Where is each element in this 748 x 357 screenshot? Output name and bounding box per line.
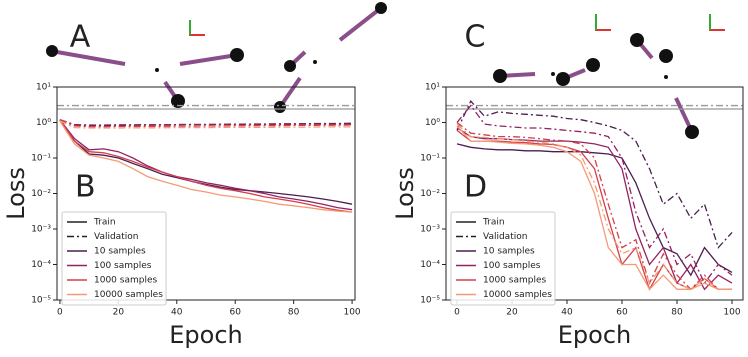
legend-label: 1000 samples bbox=[94, 276, 157, 286]
panel-label: B bbox=[75, 170, 96, 205]
x-tick-label: 0 bbox=[57, 308, 63, 318]
x-tick-label: 20 bbox=[506, 308, 518, 318]
y-tick-label: 10¹ bbox=[36, 83, 51, 93]
loss-line bbox=[59, 120, 353, 213]
y-tick-label: 10⁻¹ bbox=[31, 154, 51, 164]
x-tick-label: 40 bbox=[171, 308, 183, 318]
y-tick-label: 10⁻⁵ bbox=[420, 296, 440, 306]
chart: A B 10¹ 10⁰ 10⁻¹ 10⁻² 10⁻³ 10⁻⁴ 10⁻⁵ 0 20 40 60 80 100… bbox=[2, 20, 361, 350]
legend-label: Validation bbox=[94, 232, 138, 242]
x-tick-label: 60 bbox=[616, 308, 628, 318]
legend-label: 1000 samples bbox=[483, 276, 546, 286]
loss-line bbox=[59, 119, 353, 126]
loss-line bbox=[456, 125, 732, 291]
y-tick-label: 10⁰ bbox=[36, 118, 51, 128]
y-tick-label: 10⁰ bbox=[425, 118, 440, 128]
x-tick-label: 20 bbox=[113, 308, 125, 318]
illustration-right bbox=[493, 14, 725, 139]
loss-line bbox=[456, 99, 733, 249]
legend-label: 100 samples bbox=[94, 261, 152, 271]
loss-line bbox=[456, 121, 732, 291]
loss-line bbox=[456, 104, 733, 285]
legend-box bbox=[61, 211, 167, 306]
y-tick-label: 10⁻⁴ bbox=[420, 260, 440, 270]
illustration-left bbox=[46, 2, 387, 113]
loss-line bbox=[59, 119, 353, 128]
y-axis-label: Loss bbox=[391, 167, 419, 220]
legend-box bbox=[450, 211, 556, 306]
y-tick-label: 10⁻² bbox=[420, 189, 440, 199]
y-axis-label: Loss bbox=[2, 167, 30, 220]
y-tick-label: 10⁻³ bbox=[31, 225, 51, 235]
axes-frame bbox=[56, 86, 356, 301]
inset-label: C bbox=[465, 20, 486, 55]
loss-line bbox=[456, 123, 732, 291]
legend-label: 100 samples bbox=[483, 261, 541, 271]
y-tick-label: 10¹ bbox=[425, 83, 440, 93]
legend-label: 10 samples bbox=[483, 247, 535, 257]
x-axis-label: Epoch bbox=[558, 321, 632, 349]
x-tick-label: 80 bbox=[671, 308, 683, 318]
y-tick-label: 10⁻¹ bbox=[420, 154, 440, 164]
plot-area bbox=[57, 104, 355, 213]
x-tick-label: 100 bbox=[723, 308, 740, 318]
x-tick-label: 60 bbox=[229, 308, 241, 318]
x-axis-label: Epoch bbox=[169, 321, 243, 349]
legend-label: Train bbox=[482, 218, 505, 228]
plot-area bbox=[446, 99, 743, 291]
legend-label: 10 samples bbox=[94, 247, 146, 257]
axes-frame bbox=[445, 86, 744, 301]
x-tick-label: 0 bbox=[454, 308, 460, 318]
y-tick-label: 10⁻³ bbox=[420, 225, 440, 235]
loss-line bbox=[59, 119, 353, 213]
chart: C D 10¹ 10⁰ 10⁻¹ 10⁻² 10⁻³ 10⁻⁴ 10⁻⁵ 0 20 40 60 80 100… bbox=[391, 20, 744, 349]
x-tick-label: 40 bbox=[561, 308, 573, 318]
loss-line bbox=[59, 119, 353, 211]
legend-label: Validation bbox=[483, 232, 527, 242]
x-tick-label: 80 bbox=[288, 308, 300, 318]
legend-label: 10000 samples bbox=[483, 290, 552, 300]
y-tick-label: 10⁻² bbox=[31, 189, 51, 199]
legend-label: 10000 samples bbox=[94, 290, 163, 300]
inset-label: A bbox=[70, 20, 91, 55]
y-tick-label: 10⁻⁵ bbox=[31, 296, 51, 306]
loss-line bbox=[59, 119, 353, 205]
loss-line bbox=[59, 120, 353, 129]
legend-label: Train bbox=[93, 218, 116, 228]
x-tick-label: 100 bbox=[343, 308, 360, 318]
loss-line bbox=[456, 143, 733, 277]
panel-label: D bbox=[464, 170, 487, 205]
y-tick-label: 10⁻⁴ bbox=[31, 260, 51, 270]
